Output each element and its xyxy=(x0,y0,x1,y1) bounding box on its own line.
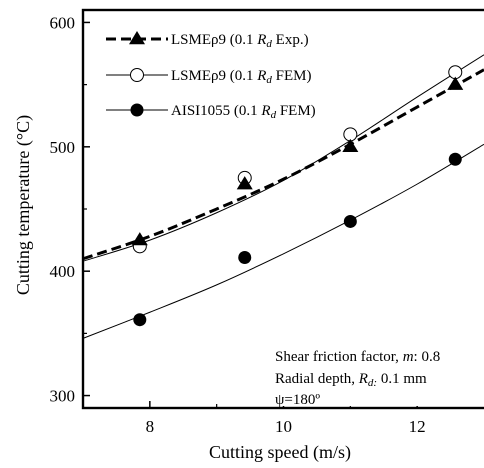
legend-text-part: d xyxy=(271,109,277,121)
data-point-series-2 xyxy=(238,251,252,265)
legend-text-part: LSMEρ9 (0.1 xyxy=(171,68,257,84)
annotation-part: Radial depth, xyxy=(275,371,359,387)
legend: LSMEρ9 (0.1 Rd Exp.)LSMEρ9 (0.1 Rd FEM)A… xyxy=(106,31,316,121)
data-markers xyxy=(131,65,464,327)
data-point-series-0 xyxy=(342,138,359,153)
legend-label-series-1: LSMEρ9 (0.1 Rd FEM) xyxy=(171,68,312,86)
legend-text-part: FEM) xyxy=(272,68,312,84)
x-axis-label: Cutting speed (m/s) xyxy=(209,442,351,463)
x-tick-label: 12 xyxy=(409,417,426,436)
legend-marker-series-0 xyxy=(129,31,145,45)
annotation-part: m xyxy=(403,349,414,365)
annotation-part: R xyxy=(358,371,368,387)
data-point-series-0 xyxy=(447,76,464,90)
annotation-line-2: ψ=180º xyxy=(275,392,320,408)
fit-curve-series-1 xyxy=(82,54,484,262)
annotation-part: : 0.8 xyxy=(414,349,441,365)
fit-curve-series-2 xyxy=(82,143,484,339)
legend-text-part: R xyxy=(256,68,266,84)
legend-text-part: FEM) xyxy=(276,103,316,119)
legend-marker-series-2 xyxy=(130,103,144,117)
legend-label-series-0: LSMEρ9 (0.1 Rd Exp.) xyxy=(171,32,309,50)
legend-marker-series-1 xyxy=(130,68,144,82)
y-tick-label: 500 xyxy=(50,138,76,157)
data-point-series-0 xyxy=(236,176,253,190)
annotation-part: Shear friction factor, xyxy=(275,349,403,365)
tick-labels: 8 10 12 300 400 500 600 xyxy=(50,13,426,436)
data-point-series-0 xyxy=(131,232,148,246)
legend-text-part: Exp.) xyxy=(272,32,309,48)
y-tick-label: 300 xyxy=(50,387,76,406)
legend-text-part: d xyxy=(266,74,272,86)
legend-text-part: AISI1055 (0.1 xyxy=(171,103,261,119)
x-tick-label: 8 xyxy=(146,417,155,436)
y-tick-label: 600 xyxy=(50,13,76,32)
data-point-series-2 xyxy=(133,313,147,327)
annotation-line-1: Radial depth, Rd: 0.1 mm xyxy=(275,371,427,389)
legend-text-part: R xyxy=(260,103,270,119)
y-tick-label: 400 xyxy=(50,262,76,281)
annotation-line-0: Shear friction factor, m: 0.8 xyxy=(275,349,440,365)
legend-text-part: d xyxy=(266,38,272,50)
data-point-series-2 xyxy=(448,152,462,166)
annotation-box: Shear friction factor, m: 0.8 Radial dept… xyxy=(268,342,482,408)
fit-curves xyxy=(82,54,484,339)
fit-curve-series-0 xyxy=(82,68,484,261)
annotation-part: d: xyxy=(368,377,377,389)
legend-label-series-2: AISI1055 (0.1 Rd FEM) xyxy=(171,103,316,121)
x-tick-label: 10 xyxy=(275,417,292,436)
data-point-series-2 xyxy=(343,214,357,228)
legend-text-part: LSMEρ9 (0.1 xyxy=(171,32,257,48)
y-axis-label: Cutting temperature (°C) xyxy=(13,115,34,295)
legend-text-part: R xyxy=(256,32,266,48)
annotation-background xyxy=(268,342,482,406)
annotation-part: 0.1 mm xyxy=(377,371,427,387)
annotation-part: ψ=180º xyxy=(275,392,320,408)
